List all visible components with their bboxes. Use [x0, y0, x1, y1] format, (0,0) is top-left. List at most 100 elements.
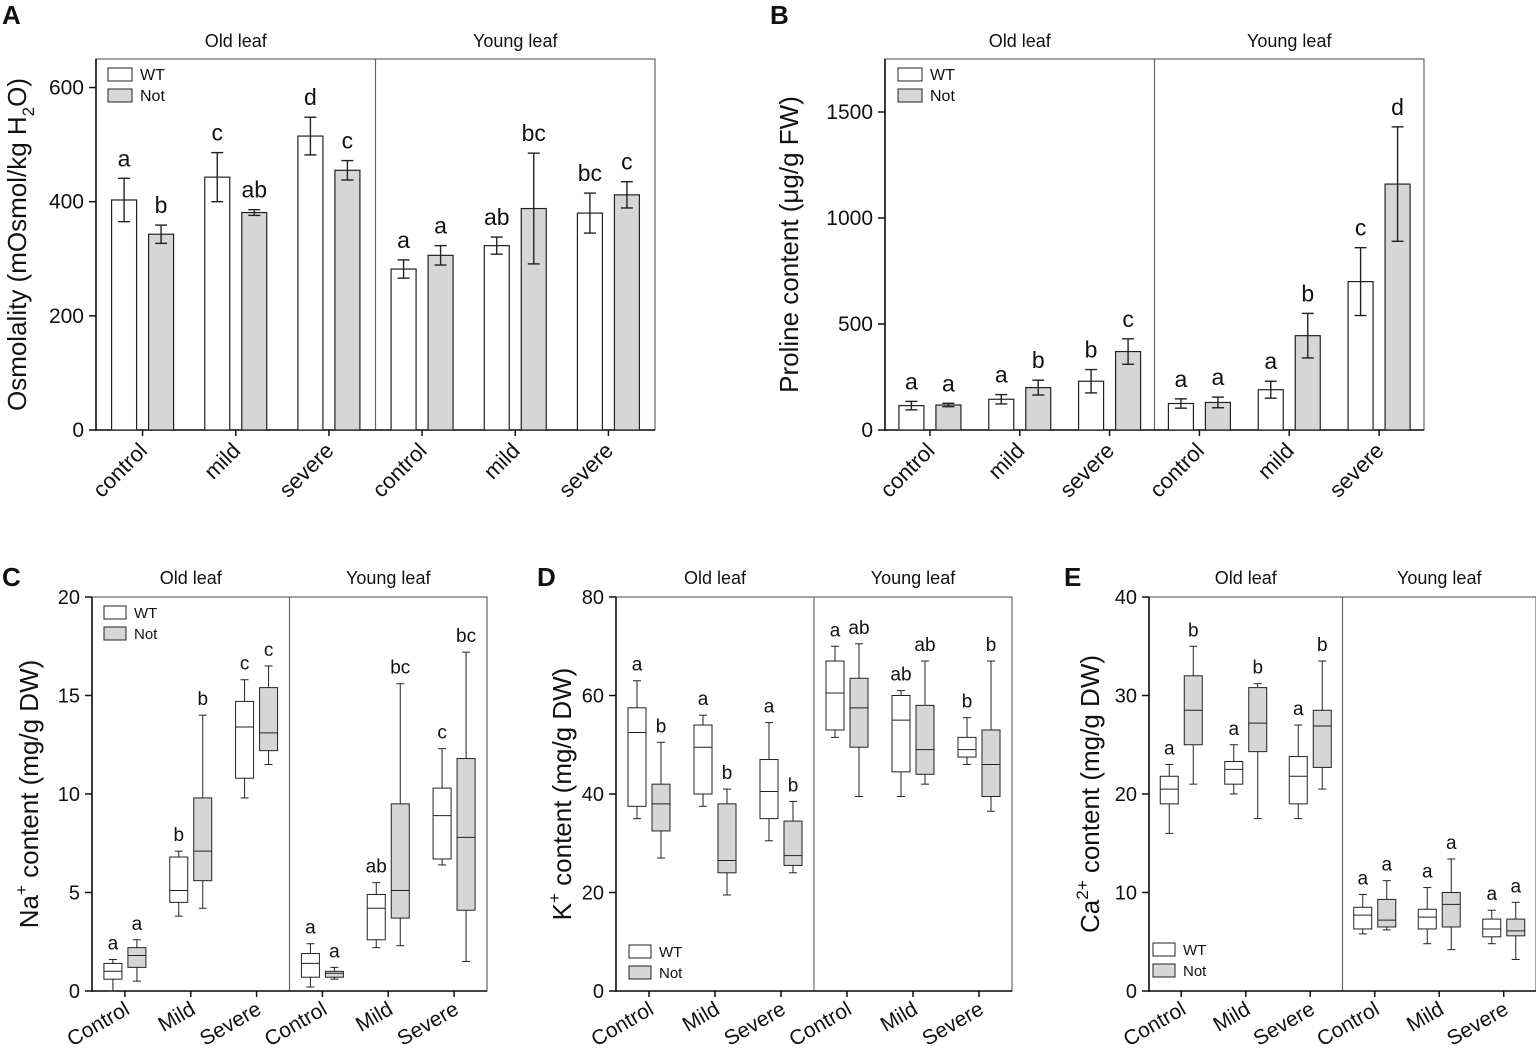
- box-not: [717, 803, 737, 874]
- significance-letter: a: [1486, 884, 1497, 905]
- x-tick-label: mild: [983, 438, 1029, 484]
- y-axis-label-part: Proline content (: [774, 203, 804, 393]
- chart-a: Old leaf Young leaf 0 200 400 600 Osmolality (…: [2, 31, 656, 502]
- x-tick-label: control: [88, 438, 152, 502]
- box-wt: [693, 724, 713, 795]
- y-tick-label: 20: [582, 883, 604, 905]
- significance-letter: b: [173, 825, 184, 846]
- y-tick-label: 20: [58, 587, 80, 609]
- x-tick-label: Mild: [877, 997, 922, 1036]
- significance-letter: a: [764, 697, 775, 718]
- legend-label: WT: [930, 67, 955, 84]
- y-tick-label: 400: [49, 191, 84, 214]
- y-tick-label: 0: [69, 981, 80, 1003]
- significance-letter: a: [905, 368, 918, 394]
- group-label: Old leaf: [989, 31, 1052, 51]
- significance-letter: ab: [241, 177, 267, 203]
- legend-swatch-wt: [1152, 942, 1176, 957]
- box-wt: [627, 707, 647, 807]
- y-axis-label-part: μ: [774, 189, 804, 204]
- legend-swatch-not: [897, 88, 923, 103]
- legend-label: Not: [134, 626, 158, 643]
- box-not: [127, 947, 147, 968]
- significance-letter: a: [1164, 738, 1175, 759]
- bar-wt: [390, 268, 417, 431]
- x-tick-label: Control: [1120, 997, 1190, 1051]
- legend-swatch-not: [1152, 963, 1176, 978]
- y-axis-label-part: Ca: [1075, 899, 1105, 933]
- y-tick-label: 5: [69, 883, 80, 905]
- y-axis-label: Proline content (μg/g FW): [774, 96, 804, 393]
- significance-letter: a: [942, 370, 955, 396]
- significance-letter: b: [1317, 635, 1328, 656]
- group-label: Old leaf: [684, 568, 747, 588]
- group-label: Old leaf: [1215, 568, 1278, 588]
- panel-label-b: B: [770, 0, 789, 30]
- y-axis-label-part: content (mg/g DW): [547, 668, 577, 893]
- y-axis-label: Ca2+ content (mg/g DW): [1073, 655, 1105, 933]
- y-tick-label: 0: [1126, 981, 1137, 1003]
- y-tick-label: 80: [582, 587, 604, 609]
- significance-letter: a: [1510, 876, 1521, 897]
- panel-label-e: E: [1064, 562, 1082, 592]
- x-tick-label: mild: [199, 438, 245, 484]
- legend-label: Not: [140, 88, 165, 105]
- box-not: [1506, 918, 1526, 937]
- bar-wt: [110, 199, 138, 431]
- box-wt: [235, 700, 255, 779]
- y-tick-label: 30: [1115, 686, 1137, 708]
- panel-label-a: A: [2, 0, 21, 30]
- group-label: Young leaf: [473, 31, 558, 51]
- y-axis-label-part: +: [12, 885, 31, 895]
- legend-swatch-not: [107, 88, 133, 103]
- x-tick-label: severe: [554, 438, 618, 502]
- significance-letter: a: [1446, 833, 1457, 854]
- box-wt: [891, 695, 911, 773]
- box-not: [849, 677, 869, 748]
- significance-letter: b: [1085, 337, 1098, 363]
- box-wt: [1224, 760, 1244, 785]
- box-wt: [300, 953, 320, 978]
- legend-label: WT: [140, 67, 165, 84]
- significance-letter: c: [212, 120, 224, 146]
- x-tick-label: Control: [1313, 997, 1383, 1051]
- significance-letter: a: [1357, 868, 1368, 889]
- bar-not: [613, 194, 641, 431]
- chart-b: Old leaf Young leaf 0 500 1000 1500 Proline co…: [774, 31, 1425, 502]
- significance-letter: c: [437, 723, 447, 744]
- box-wt: [1353, 906, 1373, 930]
- y-tick-label: 15: [58, 686, 80, 708]
- x-tick-label: Mild: [352, 997, 397, 1036]
- bar-not: [147, 233, 175, 431]
- significance-letter: bc: [390, 658, 410, 679]
- legend-swatch-wt: [107, 67, 133, 82]
- x-tick-label: Mild: [679, 997, 724, 1036]
- significance-letter: b: [1252, 658, 1263, 679]
- significance-letter: ab: [890, 665, 911, 686]
- group-label: Old leaf: [205, 31, 268, 51]
- group-label: Young leaf: [346, 568, 431, 588]
- significance-letter: c: [240, 654, 250, 675]
- x-tick-label: control: [1145, 438, 1209, 502]
- y-axis-label-part: 2: [19, 107, 38, 116]
- significance-letter: ab: [914, 635, 935, 656]
- y-tick-label: 200: [49, 305, 84, 328]
- box-wt: [825, 660, 845, 731]
- y-tick-label: 10: [58, 784, 80, 806]
- significance-letter: b: [656, 716, 667, 737]
- significance-letter: bc: [522, 120, 546, 146]
- y-axis-label: K+ content (mg/g DW): [545, 668, 577, 921]
- group-label: Young leaf: [1397, 568, 1482, 588]
- significance-letter: c: [264, 640, 274, 661]
- significance-letter: b: [962, 692, 973, 713]
- significance-letter: ab: [848, 618, 869, 639]
- box-not: [1248, 687, 1268, 753]
- x-tick-label: Mild: [154, 997, 199, 1036]
- y-axis-label: Na+ content (mg/g DW): [12, 660, 44, 929]
- box-wt: [759, 759, 779, 820]
- x-tick-label: severe: [1055, 438, 1119, 502]
- legend-label: Not: [659, 965, 683, 982]
- significance-letter: a: [1293, 699, 1304, 720]
- y-axis-label: Osmolality (mOsmol/kg H2O): [2, 78, 38, 411]
